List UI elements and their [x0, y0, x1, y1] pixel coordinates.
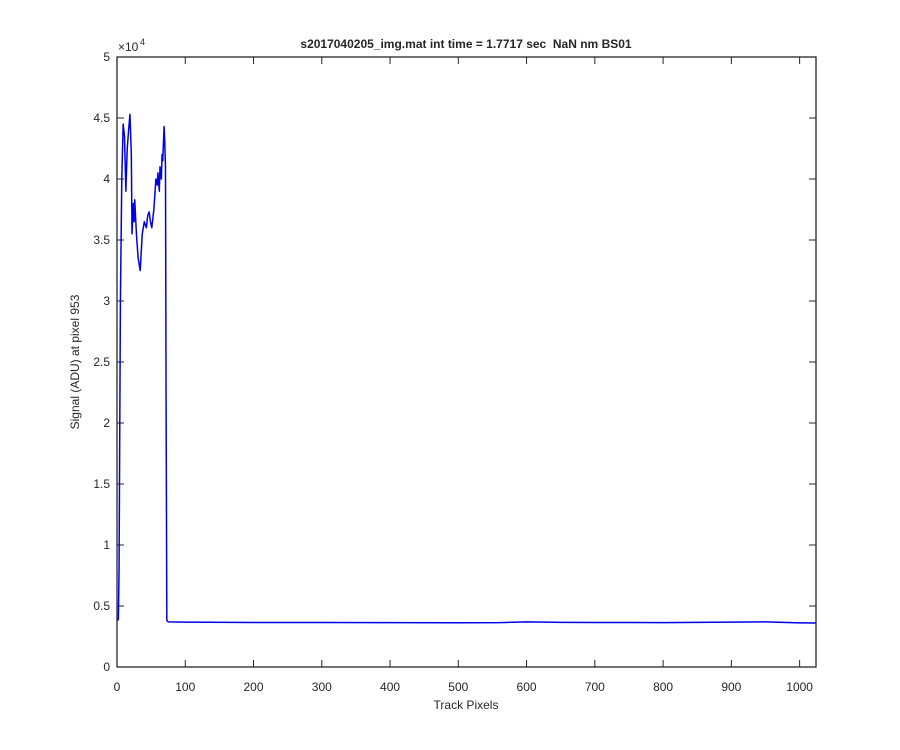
plot-frame	[116, 56, 817, 668]
y-tick-label: 1	[103, 538, 110, 552]
chart-title: s2017040205_img.mat int time = 1.7717 se…	[300, 37, 632, 51]
y-tick-label: 2.5	[93, 355, 110, 369]
y-axis-label: Signal (ADU) at pixel 953	[68, 294, 82, 429]
y-tick-label: 0	[103, 660, 110, 674]
y-tick-label: 1.5	[93, 477, 110, 491]
y-multiplier: ×10	[118, 40, 139, 54]
x-tick-label: 0	[114, 680, 121, 694]
x-tick-label: 600	[517, 680, 537, 694]
y-multiplier-exponent: 4	[140, 37, 145, 47]
y-tick-label: 4	[103, 172, 110, 186]
x-tick-label: 400	[380, 680, 400, 694]
x-tick-label: 300	[312, 680, 332, 694]
y-tick-label: 3	[103, 294, 110, 308]
x-tick-label: 200	[244, 680, 264, 694]
x-tick-label: 100	[175, 680, 195, 694]
x-tick-label: 500	[448, 680, 468, 694]
x-tick-label: 900	[721, 680, 741, 694]
y-tick-label: 5	[103, 50, 110, 64]
y-tick-label: 4.5	[93, 111, 110, 125]
x-tick-label: 700	[585, 680, 605, 694]
x-tick-label: 1000	[786, 680, 813, 694]
y-tick-label: 0.5	[93, 599, 110, 613]
y-tick-label: 3.5	[93, 233, 110, 247]
data-line	[116, 113, 817, 624]
y-tick-label: 2	[103, 416, 110, 430]
x-tick-label: 800	[653, 680, 673, 694]
x-axis-label: Track Pixels	[434, 698, 499, 712]
